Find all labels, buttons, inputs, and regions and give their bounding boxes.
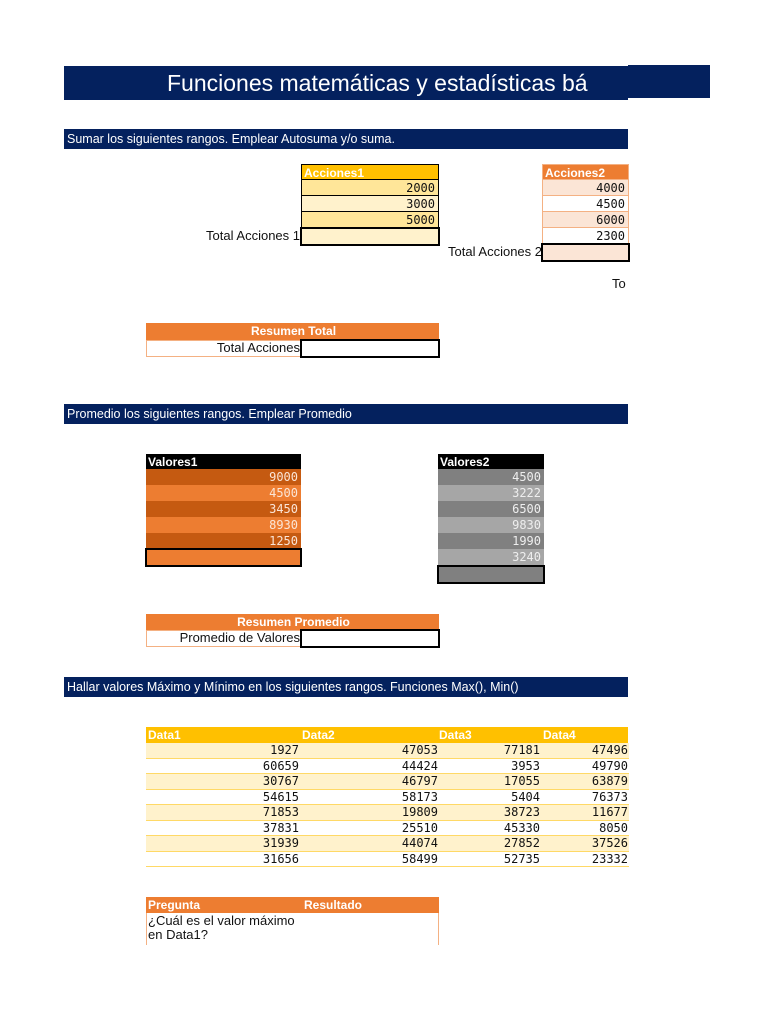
data-table-cell[interactable]: 58499 [401,851,438,866]
valores1-header: Valores1 [146,454,301,470]
data-table-cell[interactable]: 49790 [591,758,628,773]
acciones2-cell[interactable]: 2300 [542,228,629,244]
valores1-cell[interactable]: 3450 [146,501,301,517]
data-table-cell[interactable]: 37831 [262,820,299,835]
acciones1-header: Acciones1 [301,164,439,180]
total-acciones1-label: Total Acciones 1 [206,228,300,243]
data-table-header-data2: Data2 [302,727,439,743]
data-table-cell[interactable]: 27852 [503,836,540,850]
pregunta-body [146,913,439,945]
valores2-cell[interactable]: 6500 [438,501,544,517]
data-table-cell[interactable]: 31656 [262,851,299,866]
data-table-header-data3: Data3 [439,727,543,743]
data-table-cell[interactable]: 30767 [262,774,299,788]
data-table-cell[interactable]: 8050 [599,820,628,835]
acciones2-cell[interactable]: 6000 [542,212,629,228]
resultado-header: Resultado [304,898,363,912]
valores2-total-input[interactable] [437,565,545,584]
data-table-row [146,836,629,852]
data-table-row [146,851,629,867]
data-table-cell[interactable]: 3953 [511,758,540,773]
valores2-cell[interactable]: 9830 [438,517,544,533]
data-table-cell[interactable]: 19809 [401,805,438,819]
pregunta-result-cell[interactable] [302,914,438,944]
data-table-cell[interactable]: 58173 [401,789,438,804]
acciones2-header: Acciones2 [542,164,629,180]
valores1-cell[interactable]: 1250 [146,533,301,549]
acciones1-cell[interactable]: 5000 [301,212,439,228]
data-table-cell[interactable]: 52735 [503,851,540,866]
data-table-row [146,743,629,759]
total-acciones-label: Total Acciones [216,340,300,355]
resumen-total-header: Resumen Total [146,323,439,340]
data-table-cell[interactable]: 23332 [591,851,628,866]
total-acciones2-input[interactable] [541,243,630,262]
pregunta-header: Pregunta [148,898,201,912]
data-table-cell[interactable]: 76373 [591,789,628,804]
data-table-cell[interactable]: 47053 [401,743,438,757]
data-table-row [146,774,629,790]
title-bar-extension [628,65,710,98]
data-table-cell[interactable]: 60659 [262,758,299,773]
data-table-cell[interactable]: 77181 [503,743,540,757]
promedio-valores-input[interactable] [300,629,440,648]
clipped-total-label: To [612,276,626,291]
valores1-cell[interactable]: 8930 [146,517,301,533]
data-table-header-data1: Data1 [146,727,302,743]
acciones2-cell[interactable]: 4500 [542,196,629,212]
data-table-cell[interactable]: 47496 [591,743,628,757]
data-table-header-data4: Data4 [543,727,628,743]
data-table-cell[interactable]: 11677 [591,805,628,819]
section-average-header: Promedio los siguientes rangos. Emplear … [64,404,628,424]
data-table-cell[interactable]: 37526 [591,836,628,850]
pregunta-header-bg [146,897,439,913]
total-acciones2-label: Total Acciones 2 [448,244,542,259]
valores2-cell[interactable]: 3240 [438,549,544,565]
valores2-header: Valores2 [438,454,544,470]
data-table-cell[interactable]: 25510 [401,820,438,835]
acciones2-cell[interactable]: 4000 [542,180,629,196]
section-maxmin-header: Hallar valores Máximo y Mínimo en los si… [64,677,628,697]
data-table-cell[interactable]: 46797 [401,774,438,788]
valores1-cell[interactable]: 9000 [146,469,301,485]
valores2-cell[interactable]: 4500 [438,469,544,485]
acciones1-cell[interactable]: 2000 [301,180,439,196]
data-table-cell[interactable]: 17055 [503,774,540,788]
data-table-cell[interactable]: 1927 [270,743,299,757]
data-table-cell[interactable]: 63879 [591,774,628,788]
total-acciones1-input[interactable] [300,227,440,246]
valores2-cell[interactable]: 3222 [438,485,544,501]
data-table-row [146,789,629,805]
data-table-cell[interactable]: 31939 [262,836,299,850]
promedio-valores-label: Promedio de Valores [179,630,300,645]
data-table-row [146,805,629,821]
valores1-total-input[interactable] [145,548,302,567]
acciones1-cell[interactable]: 3000 [301,196,439,212]
data-table-cell[interactable]: 5404 [511,789,540,804]
page-title: Funciones matemáticas y estadísticas bá [64,66,628,100]
valores1-cell[interactable]: 4500 [146,485,301,501]
section-sum-header: Sumar los siguientes rangos. Emplear Aut… [64,129,628,149]
data-table-row [146,820,629,836]
data-table-cell[interactable]: 71853 [262,805,299,819]
data-table-cell[interactable]: 54615 [262,789,299,804]
data-table-cell[interactable]: 45330 [503,820,540,835]
total-acciones-input[interactable] [300,339,440,358]
resumen-promedio-header: Resumen Promedio [146,614,439,630]
pregunta-question: ¿Cuál es el valor máximo en Data1? [148,913,295,942]
data-table-row [146,758,629,774]
data-table-cell[interactable]: 44074 [401,836,438,850]
data-table-cell[interactable]: 38723 [503,805,540,819]
data-table-cell[interactable]: 44424 [401,758,438,773]
valores2-cell[interactable]: 1990 [438,533,544,549]
